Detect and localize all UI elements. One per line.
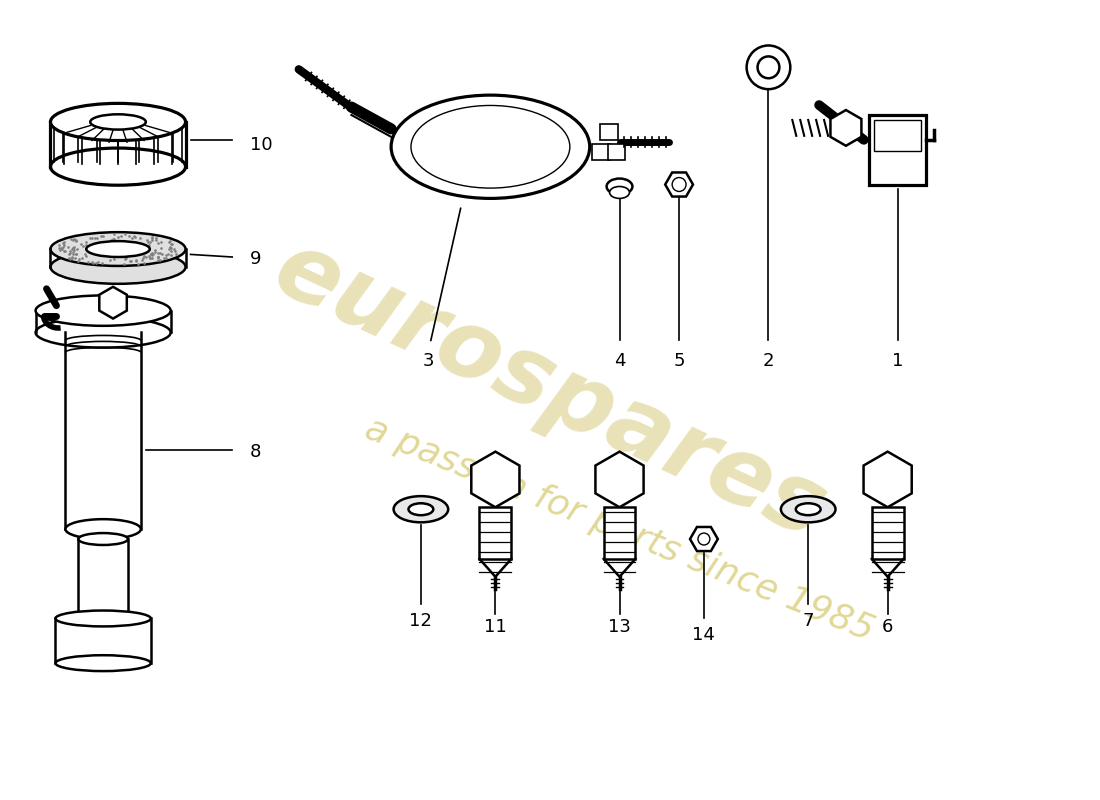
Circle shape (747, 46, 790, 89)
Ellipse shape (411, 106, 570, 188)
Ellipse shape (78, 533, 128, 545)
Text: 13: 13 (608, 618, 631, 637)
Ellipse shape (55, 610, 151, 626)
Bar (600, 124, 617, 140)
Circle shape (672, 178, 686, 191)
Text: 1: 1 (892, 352, 903, 370)
Ellipse shape (35, 295, 170, 326)
Bar (871, 507, 903, 559)
Bar (480, 507, 512, 559)
Bar (607, 144, 626, 160)
Text: 4: 4 (614, 352, 625, 370)
Text: 9: 9 (250, 250, 262, 268)
Ellipse shape (51, 232, 186, 266)
Text: 14: 14 (693, 626, 715, 645)
Text: 11: 11 (484, 618, 507, 637)
Ellipse shape (78, 613, 128, 625)
Text: 8: 8 (250, 442, 262, 461)
Ellipse shape (606, 178, 632, 194)
Ellipse shape (90, 114, 146, 130)
Text: 3: 3 (424, 352, 434, 370)
Text: 5: 5 (673, 352, 685, 370)
Ellipse shape (51, 148, 186, 186)
Text: 12: 12 (409, 612, 432, 630)
Text: 7: 7 (802, 612, 814, 630)
Ellipse shape (609, 186, 629, 198)
Ellipse shape (392, 95, 590, 198)
Bar (873, 120, 922, 151)
Ellipse shape (55, 655, 151, 671)
Ellipse shape (65, 519, 141, 539)
Ellipse shape (51, 250, 186, 284)
Ellipse shape (781, 496, 836, 522)
Text: 2: 2 (762, 352, 774, 370)
Text: 10: 10 (250, 136, 273, 154)
Ellipse shape (35, 318, 170, 348)
Bar (604, 507, 636, 559)
Text: 6: 6 (882, 618, 893, 637)
Ellipse shape (51, 103, 186, 141)
Text: eurospares: eurospares (260, 222, 840, 558)
Ellipse shape (394, 496, 448, 522)
Ellipse shape (408, 503, 433, 515)
Bar (592, 144, 609, 160)
Ellipse shape (86, 241, 150, 257)
Circle shape (758, 57, 780, 78)
Text: a passion for parts since 1985: a passion for parts since 1985 (360, 411, 879, 647)
Bar (869, 115, 926, 185)
Ellipse shape (795, 503, 821, 515)
Circle shape (698, 533, 710, 545)
